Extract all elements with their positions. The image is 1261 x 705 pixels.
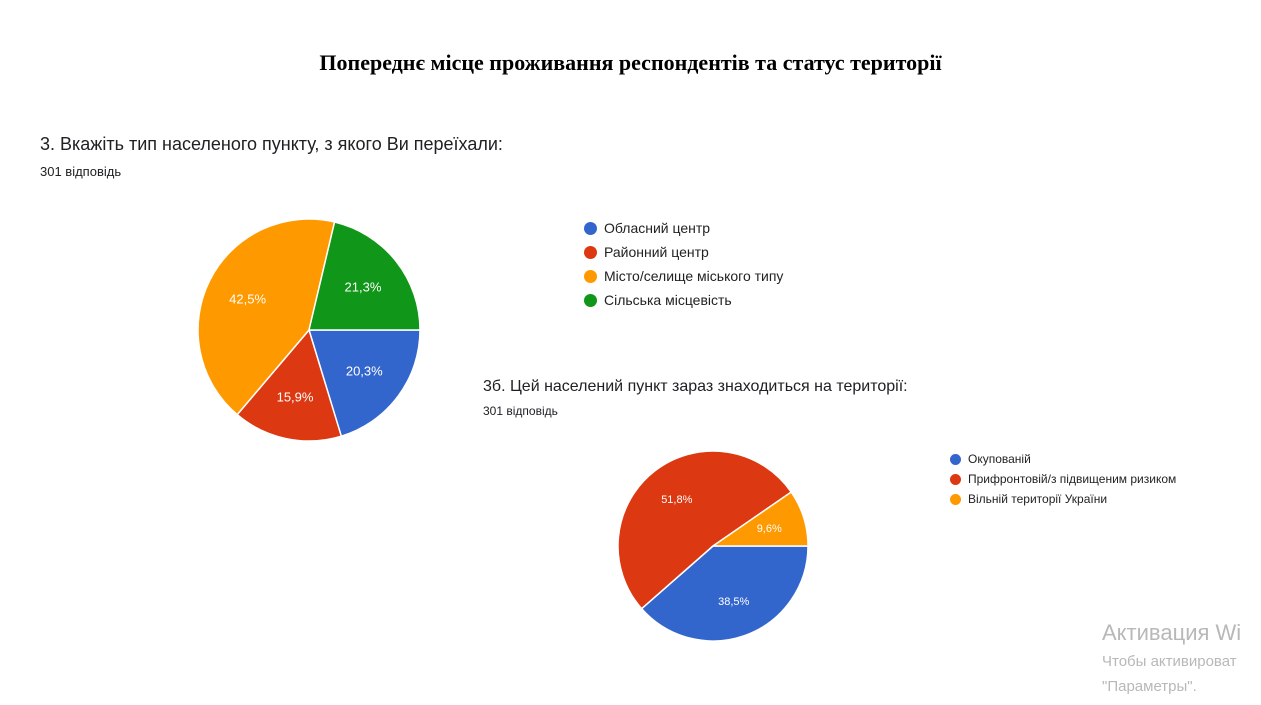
chart2-legend-item: Вільній території України (950, 489, 1176, 509)
chart2-slice-label-1: 51,8% (661, 494, 692, 506)
chart1-title: 3. Вкажіть тип населеного пункту, з яког… (40, 134, 503, 154)
chart2-slice-0 (640, 545, 809, 642)
chart2-slice-label-2: 9,6% (757, 523, 782, 535)
chart1-slice-label-2: 42,5% (229, 291, 266, 306)
chart1-slice-0 (307, 329, 421, 438)
legend-dot-icon (584, 221, 597, 235)
chart1-legend: Обласний центр Районний центр Місто/селище… (584, 216, 783, 312)
chart1-legend-item: Районний центр (584, 240, 783, 264)
chart2-slice-1 (617, 450, 793, 610)
chart1-subtitle: 301 відповідь (40, 164, 122, 179)
legend-label: Прифронтовій/з підвищеним ризиком (968, 472, 1177, 486)
chart2-legend: Окупованій Прифронтовій/з підвищеним ризи… (950, 449, 1176, 509)
legend-dot-icon (950, 453, 961, 465)
legend-label: Районний центр (604, 244, 709, 260)
legend-dot-icon (584, 293, 597, 307)
legend-label: Обласний центр (604, 220, 711, 236)
chart2-subtitle: 301 відповідь (483, 404, 558, 418)
legend-dot-icon (584, 269, 597, 283)
activation-watermark-link: "Параметры". (1102, 678, 1197, 695)
chart2-slice-label-0: 38,5% (718, 596, 749, 608)
activation-watermark-text: Чтобы активироват (1102, 653, 1237, 670)
legend-dot-icon (950, 473, 961, 485)
chart1-slice-label-3: 21,3% (345, 280, 382, 295)
activation-watermark-title: Активация Wi (1102, 620, 1242, 645)
legend-label: Місто/селище міського типу (604, 268, 784, 284)
chart2-legend-item: Прифронтовій/з підвищеним ризиком (950, 469, 1176, 489)
legend-label: Окупованій (968, 452, 1031, 466)
legend-label: Сільська місцевість (604, 292, 732, 308)
chart1-slice-1 (236, 328, 343, 442)
chart1-slice-label-0: 20,3% (346, 363, 383, 378)
chart1-legend-item: Обласний центр (584, 216, 783, 240)
chart1-legend-item: Сільська місцевість (584, 288, 783, 312)
page-title: Попереднє місце проживання респондентів … (319, 50, 942, 75)
chart2-title: 3б. Цей населений пункт зараз знаходитьс… (483, 378, 908, 395)
chart2-slice-2 (710, 491, 809, 547)
chart1-slice-3 (308, 221, 421, 331)
legend-dot-icon (584, 245, 597, 259)
chart1-slice-2 (197, 218, 336, 416)
chart1-slice-label-1: 15,9% (277, 390, 314, 405)
legend-label: Вільній території України (968, 492, 1108, 506)
chart1-legend-item: Місто/селище міського типу (584, 264, 783, 288)
legend-dot-icon (950, 493, 961, 505)
chart2-legend-item: Окупованій (950, 449, 1176, 469)
